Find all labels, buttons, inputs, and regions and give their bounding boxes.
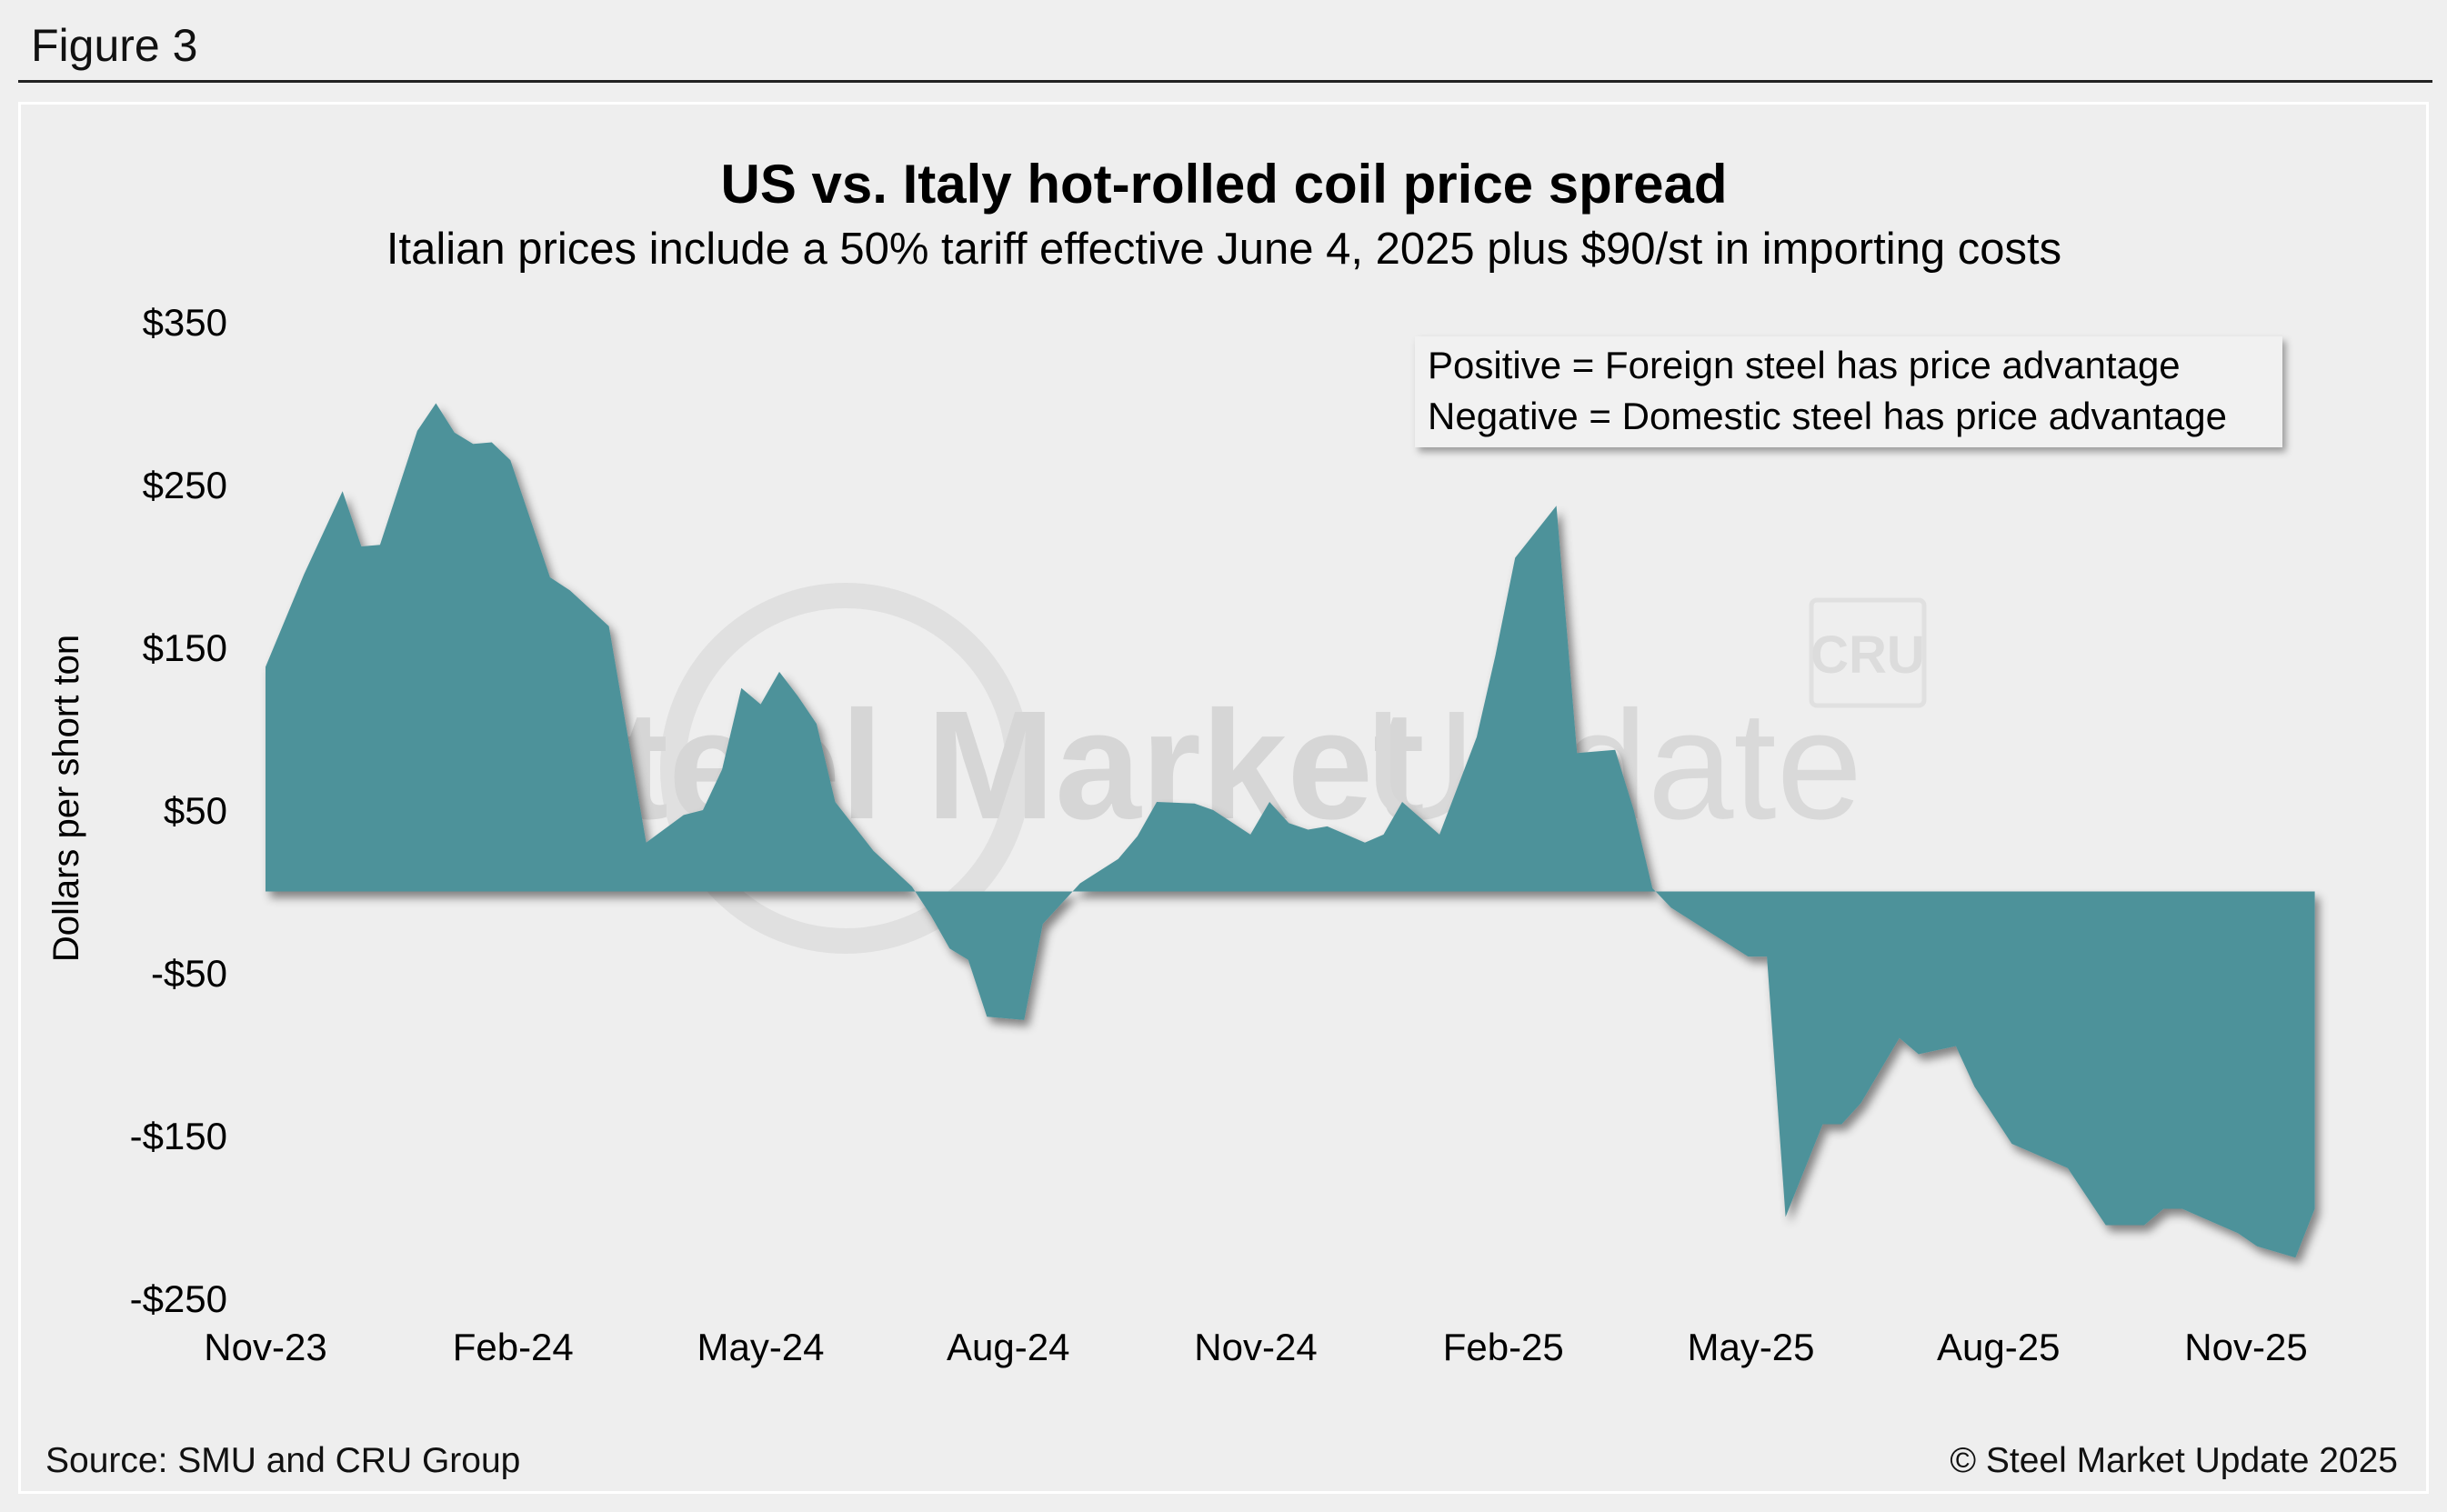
y-axis-title: Dollars per short ton bbox=[46, 635, 86, 962]
y-tick-label: $150 bbox=[143, 626, 227, 669]
figure-label: Figure 3 bbox=[31, 20, 198, 71]
spread-area bbox=[266, 403, 2315, 1258]
x-tick-label: Aug-25 bbox=[1937, 1326, 2060, 1368]
watermark-badge-box bbox=[1809, 597, 1927, 708]
legend-box: Positive = Foreign steel has price advan… bbox=[1415, 336, 2282, 447]
x-tick-label: May-25 bbox=[1687, 1326, 1814, 1368]
x-axis-ticks: Nov-23 Feb-24 May-24 Aug-24 Nov-24 Feb-25 May-… bbox=[204, 1326, 2307, 1368]
copyright-note: © Steel Market Update 2025 bbox=[1950, 1441, 2398, 1480]
x-tick-label: Nov-24 bbox=[1194, 1326, 1317, 1368]
watermark-badge: CRU bbox=[1810, 626, 1925, 685]
y-tick-label: $350 bbox=[143, 301, 227, 344]
source-note: Source: SMU and CRU Group bbox=[45, 1441, 520, 1480]
figure-divider bbox=[18, 80, 2432, 83]
chart-title: US vs. Italy hot-rolled coil price sprea… bbox=[721, 154, 1728, 215]
y-tick-label: -$150 bbox=[130, 1115, 227, 1157]
legend-line-positive: Positive = Foreign steel has price advan… bbox=[1428, 344, 2181, 386]
x-tick-label: Aug-24 bbox=[947, 1326, 1069, 1368]
legend-line-negative: Negative = Domestic steel has price adva… bbox=[1428, 395, 2227, 437]
y-axis-ticks: $350 $250 $150 $50 -$50 -$150 -$250 bbox=[130, 301, 227, 1320]
watermark-globe bbox=[660, 583, 1031, 954]
x-tick-label: Feb-25 bbox=[1443, 1326, 1564, 1368]
y-tick-label: -$250 bbox=[130, 1277, 227, 1320]
x-tick-label: May-24 bbox=[697, 1326, 824, 1368]
x-tick-label: Feb-24 bbox=[453, 1326, 574, 1368]
legend-background bbox=[1415, 336, 2282, 447]
x-tick-label: Nov-25 bbox=[2184, 1326, 2307, 1368]
y-tick-label: -$50 bbox=[151, 952, 227, 995]
y-tick-label: $250 bbox=[143, 464, 227, 506]
chart-subtitle: Italian prices include a 50% tariff effe… bbox=[386, 225, 2061, 274]
x-tick-label: Nov-23 bbox=[204, 1326, 326, 1368]
y-tick-label: $50 bbox=[164, 789, 227, 832]
